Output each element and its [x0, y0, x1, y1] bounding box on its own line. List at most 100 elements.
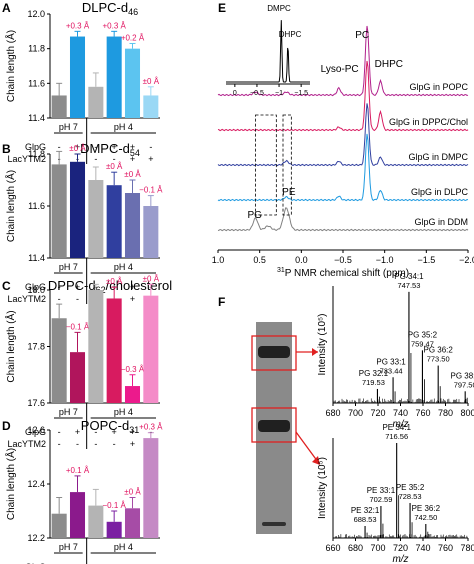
panel-title: POPC-d31	[81, 418, 139, 435]
bar	[143, 295, 159, 403]
lacytm2-sign: -	[113, 154, 116, 164]
peak-label: PG 32:1	[359, 369, 389, 378]
nmr-trace	[217, 207, 469, 232]
peak-label-pc: PC	[355, 30, 369, 41]
x-tick-label: 760	[415, 408, 430, 418]
trace-label: GlpG in POPC	[409, 82, 468, 92]
lacytm2-sign: -	[113, 439, 116, 449]
peak-mz: 688.53	[354, 515, 377, 524]
delta-annotation: +0.3 Å	[139, 423, 163, 432]
bar	[106, 185, 122, 258]
delta-annotation: ±0 Å	[106, 162, 123, 171]
nmr-trace	[217, 60, 469, 132]
peak-label: PG 33:1	[376, 357, 406, 366]
y-axis-label: Chain length (Å)	[4, 170, 17, 242]
glpg-sign: +	[112, 427, 117, 437]
arrow-head	[312, 348, 318, 356]
x-tick-label: 720	[393, 543, 408, 553]
peak-label-lysopc: Lyso-PC	[321, 64, 359, 75]
glpg-sign: +	[130, 142, 135, 152]
bar	[143, 95, 159, 118]
peak-mz: 728.53	[399, 492, 422, 501]
peak-label: PG 38:4	[451, 371, 474, 380]
group-label-ph7: pH 7	[59, 262, 78, 272]
x-tick-label: 700	[348, 408, 363, 418]
trace-label: GlpG in DLPC	[411, 187, 469, 197]
lacytm2-sign: -	[94, 154, 97, 164]
nmr-trace	[217, 103, 469, 167]
panel-e: E 1.0 0.5 0.0 −0.5 −1.0 −1.5 −2.0 31P NMR chemic…	[212, 1, 474, 279]
group-label-ph4: pH 4	[114, 122, 133, 132]
x-tick-label: 760	[438, 543, 453, 553]
peak-label: PG 36:2	[424, 346, 454, 355]
inset-label-dhpc: DHPC	[279, 30, 302, 39]
trace-label: GlpG in DPPC/Chol	[389, 117, 468, 127]
delta-annotation: −0.3 Å	[121, 365, 145, 374]
bar	[143, 206, 159, 258]
bar	[124, 48, 141, 118]
bar	[51, 318, 67, 403]
x-tick-label: 740	[415, 543, 430, 553]
dashed-highlight-box	[255, 114, 277, 216]
glpg-sign: -	[149, 562, 152, 564]
y-tick-label: 12.6	[27, 425, 45, 435]
peak-mz: 702.59	[369, 495, 392, 504]
bar	[124, 386, 141, 403]
glpg-sign: +	[112, 562, 117, 564]
glpg-sign: +	[130, 282, 135, 292]
peak-label-dhpc: DHPC	[375, 59, 403, 70]
delta-annotation: ±0 Å	[124, 170, 141, 179]
bar	[106, 36, 122, 118]
lacytm2-sign: -	[76, 439, 79, 449]
y-tick-label: 11.8	[28, 44, 45, 54]
x-tick-label: 780	[460, 543, 474, 553]
x-axis-label: m/z	[392, 554, 408, 564]
bar	[124, 508, 141, 538]
panel-letter: F	[218, 295, 225, 309]
delta-annotation: +0.2 Å	[121, 33, 145, 42]
x-axis-label: m/z	[392, 419, 408, 430]
arrow-head	[312, 456, 320, 465]
y-tick-label: 18.0	[27, 285, 45, 295]
trace-label: GlpG in DMPC	[408, 152, 468, 162]
panel-letter: D	[2, 419, 11, 433]
peak-mz: 719.53	[362, 378, 385, 387]
row-label-lacytm2: LacYTM2	[7, 154, 46, 164]
peak-mz: 733.44	[380, 366, 403, 375]
peak-label: PE 36:2	[412, 504, 441, 513]
gel-highlight-box	[251, 335, 297, 371]
x-tick-label: 780	[438, 408, 453, 418]
group-label-ph7: pH 7	[59, 407, 78, 417]
peak-mz: 716.56	[385, 432, 408, 441]
bar	[106, 298, 122, 403]
y-axis-label: Intensity (10⁵)	[317, 314, 328, 376]
x-tick-label: 740	[393, 408, 408, 418]
peak-label-pe: PE	[282, 187, 296, 198]
peak-label: PE 34:1	[382, 423, 411, 432]
glpg-sign: -	[58, 282, 61, 292]
glpg-sign: -	[94, 427, 97, 437]
peak-label-pg: PG	[247, 210, 262, 221]
x-tick-label: −0.5	[334, 255, 352, 265]
y-tick-label: 12.2	[27, 533, 45, 543]
peak-mz: 747.53	[397, 281, 420, 290]
x-tick-label: 700	[370, 543, 385, 553]
y-axis-label: Intensity (10⁵)	[317, 457, 328, 519]
delta-annotation: −0.1 Å	[66, 322, 90, 331]
row-label-glpg: GlpG	[25, 142, 46, 152]
peak-label: PE 33:1	[367, 486, 396, 495]
peak-label: PE 35:2	[396, 483, 425, 492]
glpg-sign: -	[94, 562, 97, 564]
y-tick-label: 11.4	[28, 113, 45, 123]
panel-letter: E	[218, 1, 226, 15]
delta-annotation: ±0 Å	[143, 274, 160, 283]
bar	[143, 438, 159, 538]
inset-tick-label: −1.5	[294, 90, 308, 97]
row-label-lacytm2: LacYTM2	[7, 294, 46, 304]
delta-annotation: −0.1 Å	[139, 186, 163, 195]
group-label-ph7: pH 7	[59, 542, 78, 552]
delta-annotation: +0.3 Å	[66, 21, 90, 30]
y-axis-label: Chain length (Å)	[4, 30, 17, 102]
